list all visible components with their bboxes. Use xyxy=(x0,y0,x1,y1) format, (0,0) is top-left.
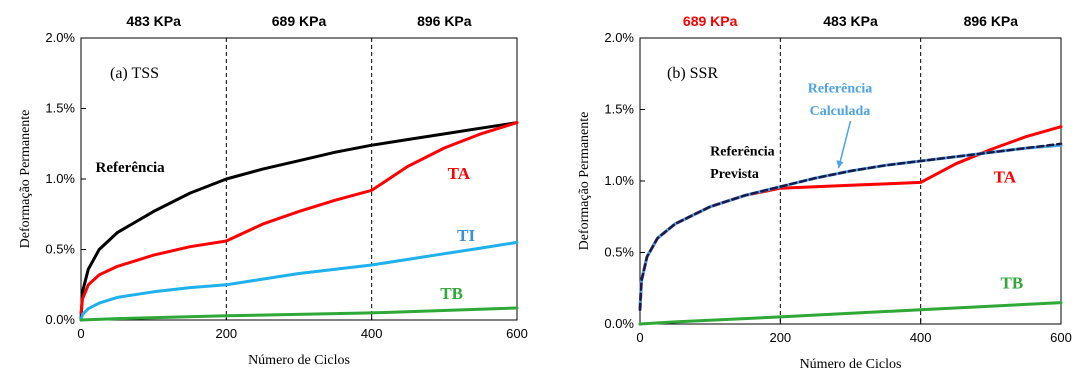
y-axis-title: Deformação Permanente xyxy=(18,110,33,249)
y-tick-label: 2.0% xyxy=(45,30,75,45)
y-tick-label: 2.0% xyxy=(604,30,634,45)
annotation-label: TA xyxy=(448,164,471,183)
x-tick-label: 400 xyxy=(910,330,932,345)
y-tick-label: 1.0% xyxy=(604,173,634,188)
panel-label: (a) TSS xyxy=(110,65,159,82)
pressure-header: 896 KPa xyxy=(417,13,472,29)
series-ti xyxy=(79,240,519,322)
series-referencia xyxy=(79,121,519,322)
annotation-label: TA xyxy=(994,167,1017,186)
panel-label: (b) SSR xyxy=(667,65,718,82)
y-axis-title: Deformação Permanente xyxy=(577,112,592,251)
series-ta xyxy=(79,121,519,315)
annotation-label: Referência xyxy=(96,160,166,176)
x-axis-title: Número de Ciclos xyxy=(248,353,350,368)
series-tb xyxy=(79,306,519,322)
callout-arrow-line xyxy=(837,120,852,169)
x-tick-label: 200 xyxy=(769,330,791,345)
x-tick-label: 400 xyxy=(361,326,383,341)
annotation-label: TI xyxy=(457,226,475,245)
x-tick-label: 0 xyxy=(77,326,84,341)
y-tick-label: 0.0% xyxy=(604,316,634,331)
callout-arrow-head xyxy=(836,160,844,169)
panel-ssr: 689 KPa 483 KPa 896 KPa 0.0% 0.5% 1.0% 1.5% 2.0… xyxy=(577,13,1072,372)
series-referencia-prevista xyxy=(638,142,1063,311)
annotation-label: TB xyxy=(1001,273,1024,292)
x-tick-label: 600 xyxy=(506,326,528,341)
x-tick-label: 600 xyxy=(1050,330,1072,345)
series-ta xyxy=(638,125,1063,312)
x-axis-title: Número de Ciclos xyxy=(800,357,902,372)
annotation-label: Referência xyxy=(710,144,775,159)
y-tick-label: 1.5% xyxy=(45,101,75,116)
pressure-header: 483 KPa xyxy=(126,13,181,29)
series-tb xyxy=(638,301,1063,326)
annotation-label: Prevista xyxy=(710,167,759,182)
annotation-label: Referência xyxy=(808,81,873,96)
y-tick-label: 1.0% xyxy=(45,171,75,186)
panel-tss: 483 KPa 689 KPa 896 KPa 0.0% 0.5% 1.0% 1.5% 2.0… xyxy=(18,13,528,368)
pressure-header: 689 KPa xyxy=(683,13,738,29)
annotation-label: Calculada xyxy=(810,104,871,119)
y-tick-label: 1.5% xyxy=(604,102,634,117)
pressure-header: 896 KPa xyxy=(964,13,1019,29)
annotation-label: TB xyxy=(440,284,463,303)
y-tick-label: 0.0% xyxy=(45,312,75,327)
x-tick-label: 0 xyxy=(636,330,643,345)
y-tick-label: 0.5% xyxy=(45,242,75,257)
pressure-header: 483 KPa xyxy=(823,13,878,29)
x-tick-label: 200 xyxy=(215,326,237,341)
y-tick-label: 0.5% xyxy=(604,245,634,260)
pressure-header: 689 KPa xyxy=(272,13,327,29)
